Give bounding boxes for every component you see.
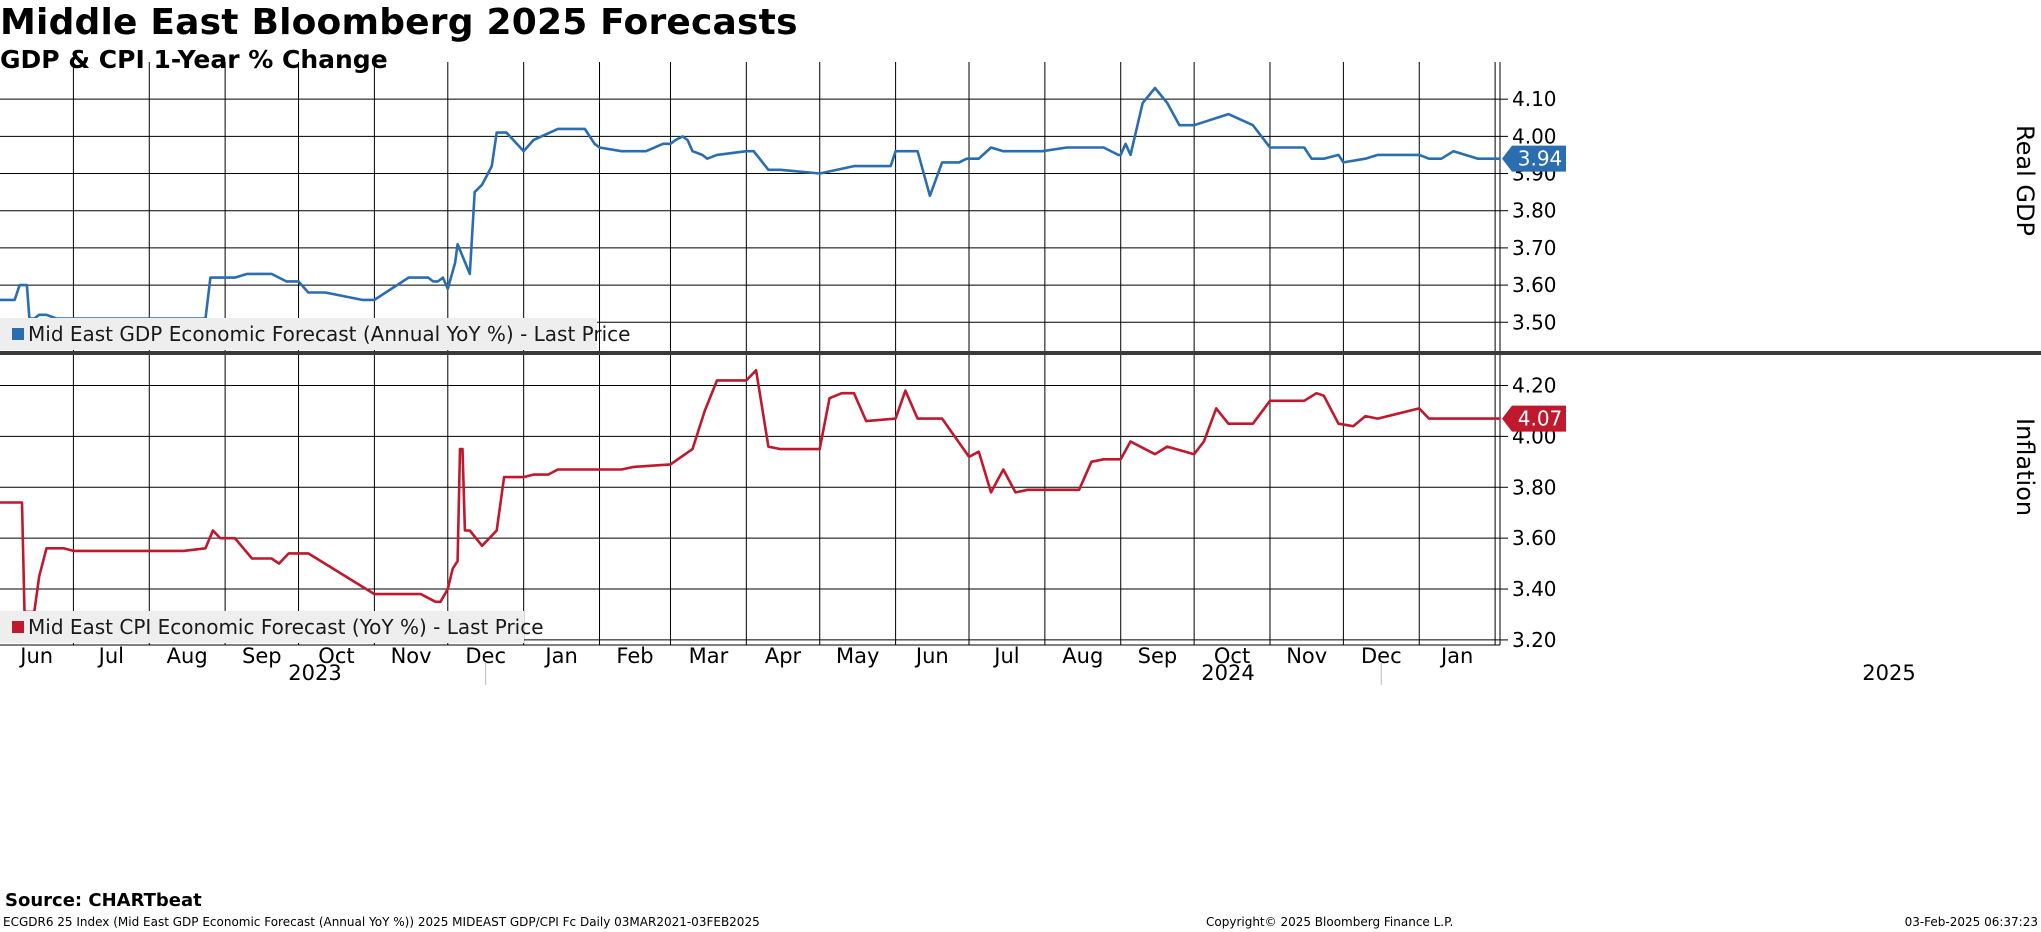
gdp-last-value-tag <box>1502 145 1566 172</box>
cpi-series-line <box>0 369 1500 614</box>
axis-layer: Jun Jul Aug Sep Oct Nov Dec Jan Feb Mar Apr May Jun J… <box>18 87 2039 685</box>
x-tick-label: Mar <box>689 644 729 668</box>
x-tick-label: Aug <box>1062 644 1103 668</box>
gdp-legend-box <box>0 318 597 350</box>
gdp-last-value-label: 3.94 <box>1518 147 1563 171</box>
footer-ticker-info: ECGDR6 25 Index (Mid East GDP Economic F… <box>3 915 760 929</box>
x-tick-label: Jul <box>97 644 124 668</box>
x-tick-label: May <box>836 644 879 668</box>
x-tick-label: Nov <box>1286 644 1327 668</box>
cpi-legend-box <box>0 611 524 643</box>
x-tick-label: Jun <box>914 644 949 668</box>
y-tick-label: 3.60 <box>1512 526 1557 550</box>
x-tick-label: Sep <box>242 644 282 668</box>
x-tick-label: Feb <box>616 644 653 668</box>
year-label: 2023 <box>288 661 341 685</box>
footer-copyright: Copyright© 2025 Bloomberg Finance L.P. <box>1206 915 1454 929</box>
x-tick-label: Jan <box>543 644 577 668</box>
x-tick-label: Jun <box>18 644 53 668</box>
series-layer <box>0 86 1501 614</box>
gdp-series-line <box>0 86 1500 320</box>
x-tick-label: Oct <box>318 644 354 668</box>
legend-layer: Mid East GDP Economic Forecast (Annual Y… <box>0 318 630 643</box>
gdp-axis-title: Real GDP <box>2011 125 2039 236</box>
y-tick-label: 3.50 <box>1512 310 1557 334</box>
y-tick-label: 3.80 <box>1512 199 1557 223</box>
x-tick-label: Sep <box>1138 644 1178 668</box>
x-tick-label: Oct <box>1214 644 1250 668</box>
cpi-last-value-label: 4.07 <box>1518 407 1563 431</box>
y-tick-label: 4.00 <box>1512 124 1557 148</box>
gdp-legend-label: Mid East GDP Economic Forecast (Annual Y… <box>28 322 630 346</box>
cpi-axis-title: Inflation <box>2011 418 2039 516</box>
y-tick-label: 3.40 <box>1512 577 1557 601</box>
chart-subtitle: GDP & CPI 1-Year % Change <box>0 45 388 74</box>
cpi-legend-label: Mid East CPI Economic Forecast (YoY %) -… <box>28 615 544 639</box>
cpi-last-value-tag <box>1502 405 1566 432</box>
x-tick-label: Apr <box>765 644 802 668</box>
footer-timestamp: 03-Feb-2025 06:37:23 <box>1904 915 2038 929</box>
gdp-legend-swatch <box>12 328 24 340</box>
source-note: Source: CHARTbeat <box>5 890 202 911</box>
y-tick-label: 3.70 <box>1512 236 1557 260</box>
year-label: 2025 <box>1862 661 1915 685</box>
x-tick-label: Nov <box>391 644 432 668</box>
y-tick-label: 4.20 <box>1512 374 1557 398</box>
x-tick-label: Aug <box>167 644 208 668</box>
year-label: 2024 <box>1201 661 1254 685</box>
cpi-legend-swatch <box>12 621 24 633</box>
grid-layer <box>0 62 2041 646</box>
x-tick-label: Jul <box>992 644 1019 668</box>
y-tick-label: 4.10 <box>1512 87 1557 111</box>
chart-title: Middle East Bloomberg 2025 Forecasts <box>0 2 798 43</box>
y-tick-label: 3.20 <box>1512 628 1557 652</box>
y-tick-label: 3.60 <box>1512 273 1557 297</box>
x-tick-label: Jan <box>1439 644 1473 668</box>
y-tick-label: 3.80 <box>1512 475 1557 499</box>
